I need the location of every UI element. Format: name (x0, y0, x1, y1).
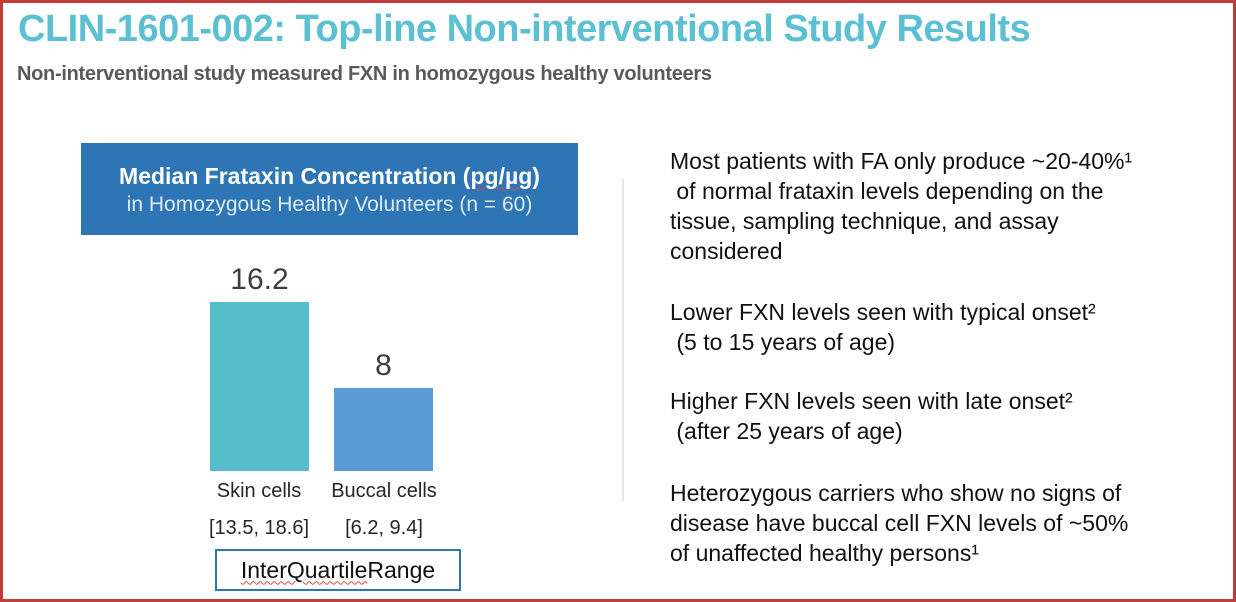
chart-title-prefix: Median Frataxin Concentration ( (119, 162, 471, 189)
bar-skin-cells (210, 302, 309, 471)
page-title: CLIN-1601-002: Top-line Non-intervention… (18, 8, 1031, 50)
legend-label-rest: Range (367, 556, 436, 583)
iqr-label-skin-cells: [13.5, 18.6] (208, 517, 310, 539)
page-subtitle: Non-interventional study measured FXN in… (17, 63, 712, 85)
category-label-buccal-cells: Buccal cells (331, 480, 437, 502)
paragraph-higher-fxn: Higher FXN levels seen with late onset² … (670, 388, 1073, 444)
legend-label-word: InterQuartile (240, 556, 368, 583)
vertical-divider (622, 179, 624, 501)
bar-value-label: 16.2 (230, 263, 289, 296)
paragraph-lower-fxn: Lower FXN levels seen with typical onset… (670, 299, 1096, 355)
chart-title-unit: pg/µg (470, 162, 533, 189)
paragraph-fa-patients: Most patients with FA only produce ~20-4… (670, 148, 1133, 264)
legend-interquartile-range: InterQuartile Range (215, 549, 461, 591)
category-label-skin-cells: Skin cells (216, 480, 302, 502)
chart-subtitle: in Homozygous Healthy Volunteers (n = 60… (126, 192, 533, 216)
bar-chart: 16.2 8 (210, 253, 433, 471)
chart-title: Median Frataxin Concentration (pg/µg) (119, 161, 540, 191)
bar-value-label: 8 (375, 349, 392, 382)
chart-title-box: Median Frataxin Concentration (pg/µg) in… (81, 143, 578, 235)
chart-title-suffix: ) (532, 162, 540, 189)
bar-group-buccal-cells: 8 (334, 349, 433, 471)
iqr-label-buccal-cells: [6.2, 9.4] (345, 517, 423, 539)
paragraph-heterozygous-carriers: Heterozygous carriers who show no signs … (670, 480, 1129, 566)
bar-buccal-cells (334, 388, 433, 471)
bar-group-skin-cells: 16.2 (210, 263, 309, 471)
